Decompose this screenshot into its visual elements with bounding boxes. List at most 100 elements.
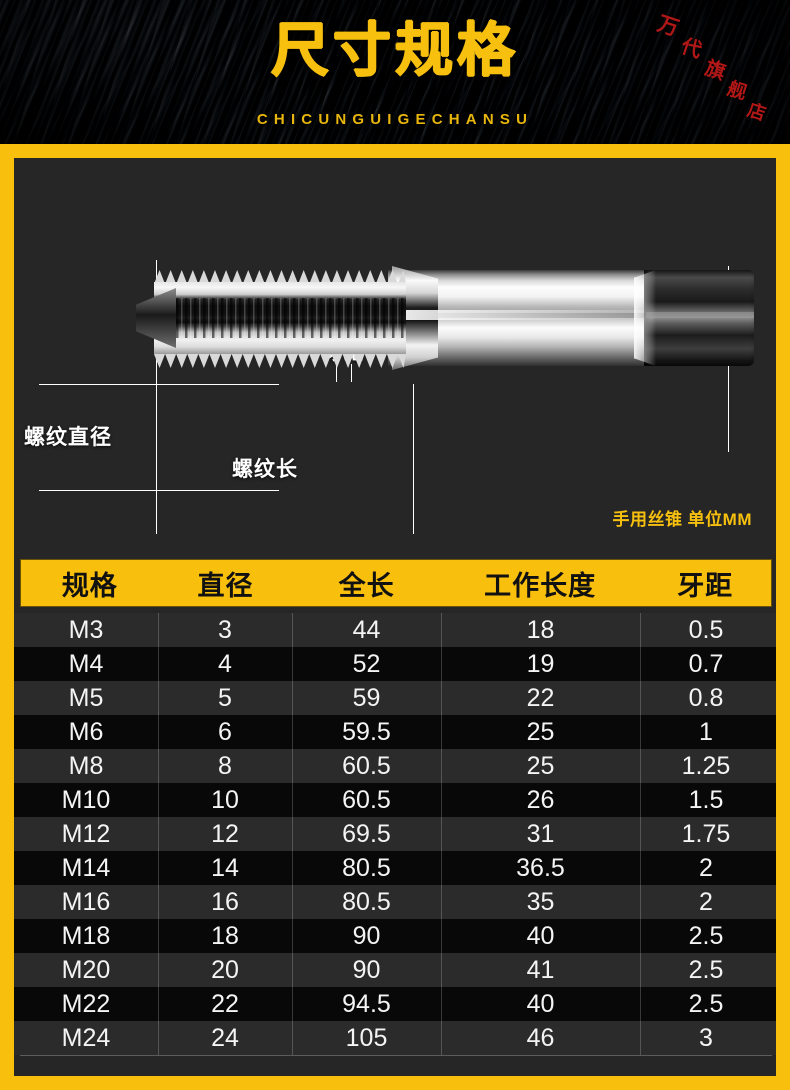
tap-lead-chamfer (136, 288, 176, 348)
table-row: M16 16 80.5 35 2 (14, 885, 776, 919)
table-cell: 10 (211, 786, 239, 814)
table-cell: 2.5 (688, 990, 724, 1018)
tap-square-drive-end (644, 270, 754, 366)
table-cell: 26 (526, 786, 555, 814)
column-divider (441, 1021, 442, 1055)
table-row: M8 8 60.5 25 1.25 (14, 749, 776, 783)
unit-note: 手用丝锥 单位MM (612, 510, 752, 529)
column-divider (640, 953, 641, 987)
table-cell: 4 (218, 650, 232, 678)
column-divider (640, 851, 641, 885)
page-title-pinyin: CHICUNGUIGECHANSU (256, 111, 534, 128)
table-row: M6 6 59.5 25 1 (14, 715, 776, 749)
column-divider (640, 783, 641, 817)
table-cell: M6 (68, 718, 104, 746)
table-cell: 80.5 (342, 888, 391, 916)
table-cell: 2.5 (688, 922, 724, 950)
spec-table-header-cell: 规格 (61, 570, 118, 601)
table-cell: 8 (218, 752, 232, 780)
tap-threaded-section (136, 262, 406, 374)
table-row: M20 20 90 41 2.5 (14, 953, 776, 987)
table-row: M12 12 69.5 31 1.75 (14, 817, 776, 851)
table-cell: 25 (526, 752, 555, 780)
column-divider (292, 987, 293, 1021)
table-cell: M3 (68, 616, 104, 644)
table-cell: M5 (68, 684, 104, 712)
table-row: M22 22 94.5 40 2.5 (14, 987, 776, 1021)
table-row: M5 5 59 22 0.8 (14, 681, 776, 715)
table-cell: 31 (526, 820, 555, 848)
column-divider (158, 851, 159, 885)
table-cell: 24 (211, 1024, 239, 1052)
thread-ribs (154, 298, 406, 338)
table-row: M4 4 52 19 0.7 (14, 647, 776, 681)
table-cell: M8 (68, 752, 104, 780)
column-divider (158, 817, 159, 851)
table-cell: M16 (61, 888, 111, 916)
table-cell: M12 (61, 820, 111, 848)
table-cell: M4 (68, 650, 104, 678)
page-header-banner: 尺寸规格 CHICUNGUIGECHANSU 万 代 旗 舰 店 (0, 0, 790, 144)
table-cell: M20 (61, 956, 111, 984)
table-cell: 40 (526, 922, 555, 950)
table-cell: 41 (526, 956, 555, 984)
column-divider (158, 749, 159, 783)
column-divider (158, 987, 159, 1021)
spec-table-body: M3 3 44 18 0.5 M4 4 52 19 0.7 M5 5 59 22 0.8 M6 6 59.5 25 1… (14, 613, 776, 1055)
table-row: M3 3 44 18 0.5 (14, 613, 776, 647)
thread-length-left-extension (156, 384, 157, 534)
table-cell: 18 (211, 922, 239, 950)
table-cell: 14 (211, 854, 239, 882)
table-cell: 0.5 (688, 616, 724, 644)
column-divider (158, 1021, 159, 1055)
table-cell: 0.8 (688, 684, 724, 712)
table-cell: 59.5 (342, 718, 391, 746)
table-cell: 69.5 (342, 820, 391, 848)
column-divider (158, 919, 159, 953)
table-cell: 3 (699, 1024, 713, 1052)
table-row: M18 18 90 40 2.5 (14, 919, 776, 953)
column-divider (640, 613, 641, 647)
column-divider (292, 1021, 293, 1055)
column-divider (640, 885, 641, 919)
column-divider (640, 987, 641, 1021)
thread-crest-bottom (154, 354, 406, 368)
column-divider (441, 851, 442, 885)
column-divider (292, 851, 293, 885)
tap-flute-slot (406, 309, 656, 321)
column-divider (640, 1021, 641, 1055)
column-divider (292, 681, 293, 715)
table-cell: M24 (61, 1024, 111, 1052)
column-divider (292, 885, 293, 919)
table-cell: 94.5 (342, 990, 391, 1018)
column-divider (441, 613, 442, 647)
table-cell: 52 (352, 650, 381, 678)
table-cell: 18 (526, 616, 555, 644)
table-cell: 22 (211, 990, 239, 1018)
column-divider (158, 953, 159, 987)
column-divider (441, 817, 442, 851)
thread-diameter-lower-extension (39, 490, 279, 491)
spec-table-header-cell: 全长 (338, 570, 395, 601)
column-divider (158, 885, 159, 919)
spec-table-header-row: 规格 直径 全长 工作长度 牙距 (20, 559, 772, 607)
table-cell: 90 (352, 956, 381, 984)
column-divider (292, 647, 293, 681)
table-cell: 22 (526, 684, 555, 712)
column-divider (158, 681, 159, 715)
spec-table-header-cell: 直径 (197, 570, 254, 601)
table-row: M10 10 60.5 26 1.5 (14, 783, 776, 817)
thread-diameter-label: 螺纹直径 (24, 426, 112, 449)
table-cell: 2 (699, 854, 713, 882)
table-cell: 59 (352, 684, 381, 712)
table-cell: 1 (699, 718, 713, 746)
column-divider (640, 817, 641, 851)
thread-length-right-extension (413, 384, 414, 534)
column-divider (441, 681, 442, 715)
pitch-left-tick (336, 364, 337, 382)
table-cell: 44 (352, 616, 381, 644)
column-divider (292, 953, 293, 987)
column-divider (158, 783, 159, 817)
column-divider (292, 749, 293, 783)
column-divider (292, 613, 293, 647)
